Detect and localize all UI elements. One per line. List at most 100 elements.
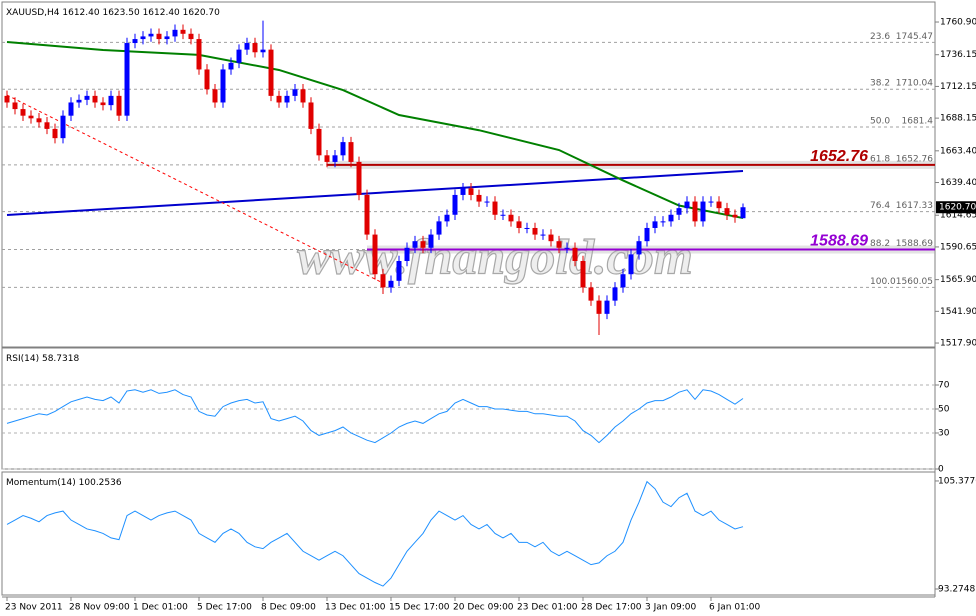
candle-body: [620, 274, 626, 288]
fib-level-price: 1588.69: [896, 239, 933, 249]
fib-level-price: 1652.76: [896, 154, 933, 164]
candle-body: [356, 161, 362, 195]
x-tick-label: 28 Dec 17:00: [581, 603, 642, 613]
moving-average: [6, 40, 744, 220]
y-tick-label: 30: [938, 429, 950, 439]
indicator-value: 100.2536: [79, 478, 122, 488]
candle-body: [580, 261, 586, 288]
candle-body: [732, 214, 738, 218]
candle-body: [52, 128, 58, 139]
last-price-badge: [936, 201, 976, 214]
candle-body: [516, 221, 522, 228]
candle-body: [324, 155, 330, 162]
candle-body: [196, 39, 202, 70]
candle-body: [500, 214, 506, 216]
fib-level-label: 50.0: [870, 117, 890, 127]
candle-body: [284, 95, 290, 103]
y-tick-label: 1663.40: [940, 146, 976, 156]
candle-body: [300, 89, 306, 103]
candle-body: [36, 118, 42, 123]
candle-body: [660, 221, 666, 223]
candle-body: [476, 194, 482, 202]
candle-body: [212, 89, 218, 103]
x-tick-label: 3 Jan 09:00: [645, 603, 697, 613]
candle-body: [532, 227, 538, 235]
candle-body: [668, 214, 674, 222]
candle-body: [364, 194, 370, 235]
candle-body: [348, 142, 354, 162]
candle-body: [44, 122, 50, 129]
candle-body: [452, 194, 458, 215]
x-tick-label: 8 Dec 09:00: [261, 603, 316, 613]
chart-header: XAUUSD,H4 1612.40 1623.50 1612.40 1620.7…: [6, 8, 220, 18]
candle-body: [268, 49, 274, 96]
fib-level-label: 76.4: [870, 201, 890, 211]
fib-level-price: 1710.04: [896, 79, 933, 89]
candle-body: [28, 115, 34, 119]
candle-body: [380, 274, 386, 288]
candle-body: [716, 201, 722, 209]
candle-body: [436, 221, 442, 235]
candle-body: [396, 261, 402, 281]
candle-body: [692, 201, 698, 222]
x-tick-label: 23 Nov 2011: [5, 603, 63, 613]
fib-level-label: 38.2: [870, 79, 890, 89]
candle-body: [292, 89, 298, 96]
horizontal-line-label: 1652.76: [810, 148, 868, 165]
x-tick-label: 28 Nov 09:00: [69, 603, 130, 613]
candle-body: [540, 234, 546, 236]
candle-body: [644, 227, 650, 242]
indicator-header: RSI(14) 58.7318: [6, 354, 79, 364]
candle-body: [332, 155, 338, 162]
candle-body: [188, 33, 194, 40]
candle-body: [100, 102, 106, 106]
fib-level-price: 1745.47: [896, 32, 933, 42]
candle-body: [588, 287, 594, 301]
candle-body: [460, 188, 466, 195]
header-text: 1620.70: [183, 8, 220, 18]
y-tick-label: 1541.90: [940, 307, 976, 317]
candle-body: [420, 241, 426, 248]
horizontal-line-label: 1588.69: [810, 233, 868, 250]
candle-body: [636, 241, 642, 255]
fib-level-label: 61.8: [870, 154, 890, 164]
candle-body: [700, 201, 706, 222]
candle-body: [492, 201, 498, 215]
y-tick-label: 1565.90: [940, 275, 976, 285]
candle-body: [724, 208, 730, 215]
candle-body: [84, 95, 90, 100]
candle-body: [444, 214, 450, 222]
candle-body: [220, 69, 226, 103]
candle-body: [140, 36, 146, 40]
trendline: [6, 94, 388, 286]
candle-body: [548, 234, 554, 242]
candle-body: [260, 49, 266, 53]
candle-body: [708, 201, 714, 203]
candle-body: [484, 201, 490, 203]
fib-level-label: 23.6: [870, 32, 890, 42]
candle-body: [68, 102, 74, 116]
candle-body: [684, 201, 690, 209]
candle-body: [612, 287, 618, 301]
header-text: 1623.50: [102, 8, 139, 18]
candle-body: [404, 247, 410, 261]
candle-body: [132, 39, 138, 44]
candle-body: [116, 95, 122, 116]
candle-body: [596, 300, 602, 314]
candle-body: [76, 99, 82, 103]
fib-level-label: 100.0: [870, 277, 896, 287]
candle-body: [428, 234, 434, 248]
x-tick-label: 1 Dec 01:00: [133, 603, 188, 613]
y-tick-label: 1614.65: [940, 211, 976, 221]
last-price-label: 1620.70: [939, 203, 976, 213]
y-tick-label: 1760.90: [940, 18, 976, 28]
candle-body: [156, 33, 162, 40]
header-text: 1612.40: [143, 8, 180, 18]
candle-body: [124, 43, 130, 116]
candle-body: [108, 95, 114, 106]
indicator-title: RSI(14): [6, 354, 39, 364]
fib-level-price: 1681.4: [902, 117, 934, 127]
candle-body: [340, 142, 346, 156]
